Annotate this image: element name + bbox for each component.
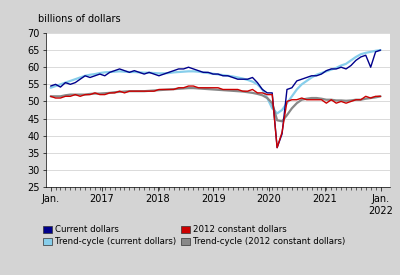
Legend: Current dollars, Trend-cycle (current dollars), 2012 constant dollars, Trend-cyc: Current dollars, Trend-cycle (current do… [44,225,345,246]
Text: billions of dollars: billions of dollars [38,14,121,24]
